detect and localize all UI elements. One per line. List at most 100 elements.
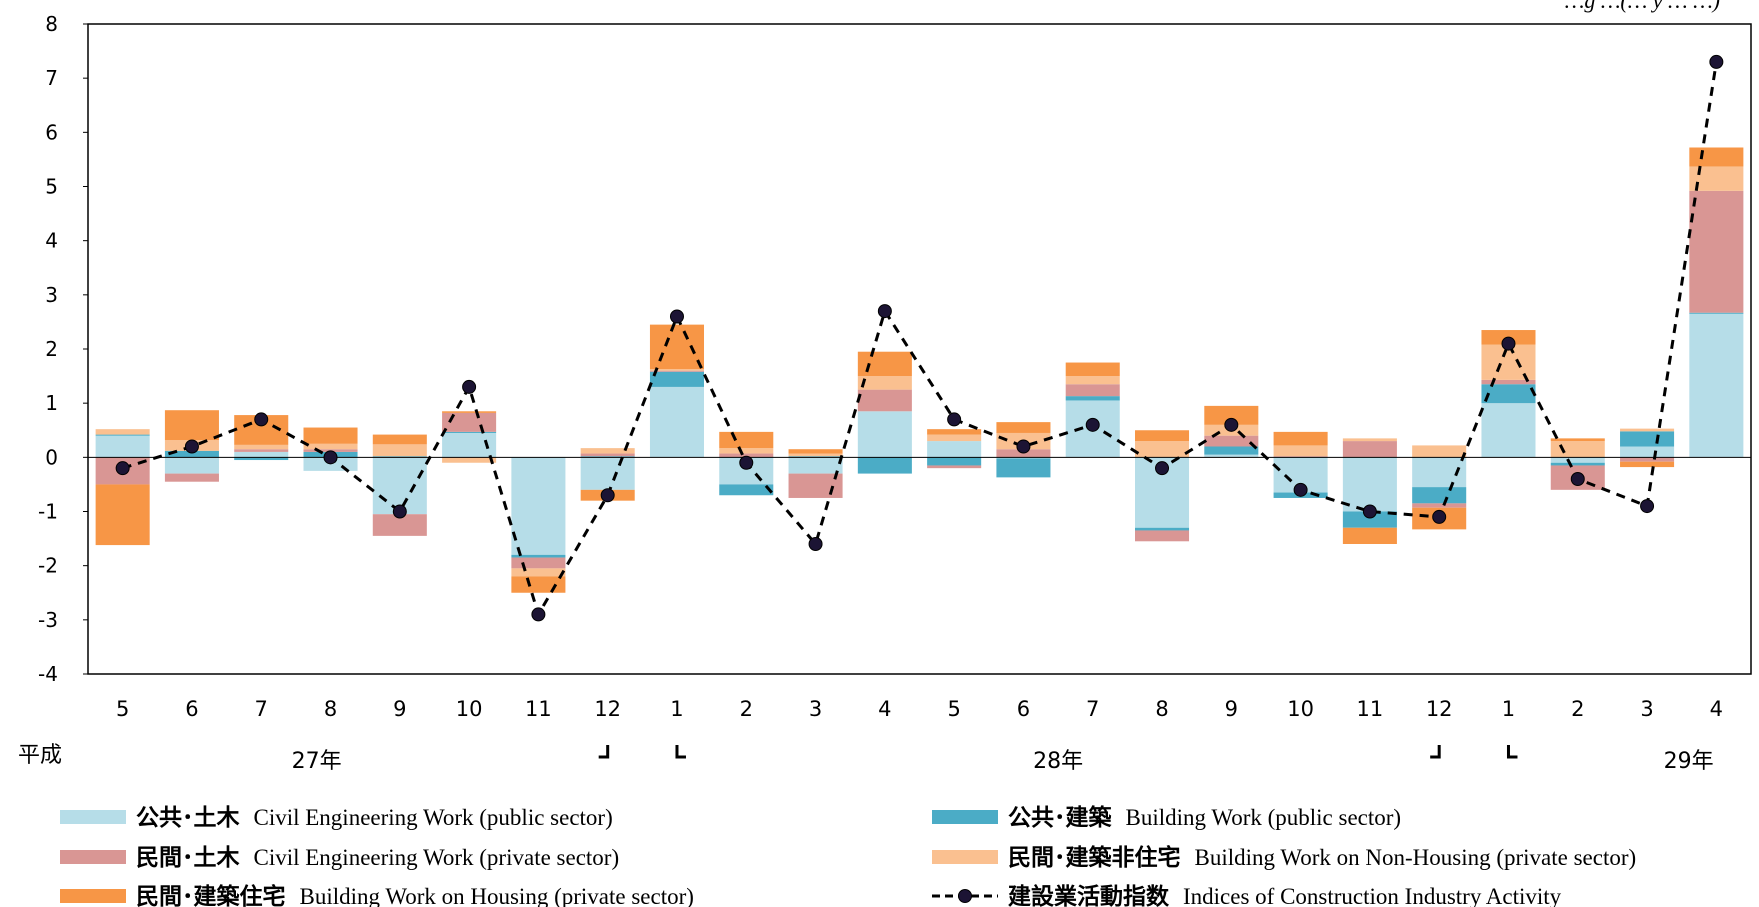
bar-segment [1550, 462, 1605, 466]
legend-label: 民間･建築非住宅 Building Work on Non-Housing (pr… [1008, 844, 1636, 871]
activity-index-point [392, 504, 407, 519]
y-tick-label: -3 [38, 608, 58, 632]
bar-segment [1412, 487, 1467, 504]
bar-segment [788, 456, 843, 458]
legend-label: 民間･土木 Civil Engineering Work (private sec… [136, 845, 619, 871]
bar-segment [511, 568, 566, 577]
x-tick-label: 2 [740, 697, 753, 721]
y-tick-label: -1 [38, 500, 58, 524]
x-tick-label: 3 [1640, 697, 1653, 721]
legend-label: 公共･建築 Building Work (public sector) [1008, 804, 1401, 831]
x-tick-label: 3 [809, 697, 822, 721]
bar-segment [788, 457, 843, 474]
bar-segment [649, 386, 705, 458]
bar-segment [1620, 431, 1675, 447]
x-tick-label: 2 [1571, 697, 1584, 721]
bar-segment [857, 411, 912, 458]
bar-segment [649, 369, 705, 371]
activity-index-point [531, 607, 546, 622]
bar-segment [511, 554, 566, 558]
legend-line-marker [958, 889, 972, 903]
bar-segment [1550, 457, 1605, 463]
activity-index-point [1293, 482, 1308, 497]
activity-index-point [184, 439, 199, 454]
activity-index-point [1016, 439, 1031, 454]
bar-segment [303, 443, 358, 450]
bar-segment [788, 473, 843, 498]
chart-subtitle: …g …(… y … …) [1565, 0, 1720, 13]
bar-segment [234, 449, 289, 452]
year-end-bracket [598, 745, 610, 759]
bar-segment [372, 444, 427, 457]
activity-index-point [877, 304, 892, 319]
x-tick-label: 6 [185, 697, 198, 721]
y-tick-label: -4 [38, 662, 58, 686]
x-tick-label: 12 [1426, 697, 1453, 721]
bar-segment [1550, 441, 1605, 458]
activity-index-point [1224, 417, 1239, 432]
bar-segment [996, 422, 1051, 433]
bar-series [95, 147, 1744, 593]
bar-segment [857, 376, 912, 390]
activity-index-point [1640, 499, 1655, 514]
x-tick-label: 8 [324, 697, 337, 721]
year-start-bracket [675, 745, 686, 759]
bar-segment [164, 410, 219, 440]
bar-segment [1273, 445, 1328, 457]
bar-segment [372, 434, 427, 445]
legend-label: 建設業活動指数 Indices of Construction Industry … [1008, 883, 1562, 907]
bar-segment [927, 465, 982, 469]
bar-segment [372, 514, 427, 536]
bar-segment [927, 441, 982, 458]
x-tick-label: 10 [456, 697, 483, 721]
activity-index-point [1570, 472, 1585, 486]
activity-index-point [323, 450, 338, 465]
bar-segment [996, 457, 1051, 459]
bar-segment [234, 444, 289, 450]
bar-segment [719, 448, 774, 454]
x-tick-label: 1 [1502, 697, 1515, 721]
bar-segment [927, 457, 982, 466]
activity-index-point [947, 412, 962, 427]
x-tick-label: 9 [393, 697, 406, 721]
bar-segment [1620, 428, 1675, 432]
activity-index-point [1501, 336, 1516, 351]
bar-segment [580, 456, 635, 458]
bar-segment [857, 457, 912, 474]
bar-segment [1204, 435, 1259, 447]
x-tick-label: 8 [1155, 697, 1168, 721]
legend: 公共･土木 Civil Engineering Work (public sect… [60, 804, 1636, 907]
bar-segment [1620, 461, 1675, 468]
activity-index-point [1085, 417, 1100, 432]
bar-segment [1273, 431, 1328, 446]
bar-segment [95, 484, 150, 546]
legend-swatch [60, 810, 126, 824]
bar-segment [1412, 503, 1467, 508]
bar-segment [996, 458, 1051, 478]
legend-swatch [932, 810, 998, 824]
x-tick-label: 4 [1710, 697, 1723, 721]
bar-segment [1620, 446, 1675, 458]
y-tick-label: 5 [45, 175, 58, 199]
bar-segment [442, 411, 497, 413]
year-end-bracket [1430, 745, 1441, 759]
activity-index-point [669, 309, 684, 324]
bar-segment [1342, 457, 1397, 512]
y-tick-label: 0 [45, 445, 58, 469]
bar-segment [1481, 384, 1536, 404]
y-tick-label: 3 [45, 283, 58, 307]
x-tick-label: 6 [1017, 697, 1030, 721]
legend-label: 公共･土木 Civil Engineering Work (public sect… [136, 805, 613, 831]
y-tick-label: -2 [38, 554, 58, 578]
y-tick-label: 7 [45, 66, 58, 90]
activity-index-point [1709, 54, 1724, 69]
bar-segment [511, 576, 566, 593]
bar-segment [1342, 527, 1397, 544]
bar-segment [95, 435, 150, 458]
bar-segment [719, 431, 774, 449]
x-tick-label: 5 [947, 697, 960, 721]
bar-segment [1689, 190, 1744, 313]
legend-swatch [932, 850, 998, 864]
activity-index-point [1362, 504, 1377, 519]
legend-label: 民間･建築住宅 Building Work on Housing (private… [136, 883, 694, 907]
